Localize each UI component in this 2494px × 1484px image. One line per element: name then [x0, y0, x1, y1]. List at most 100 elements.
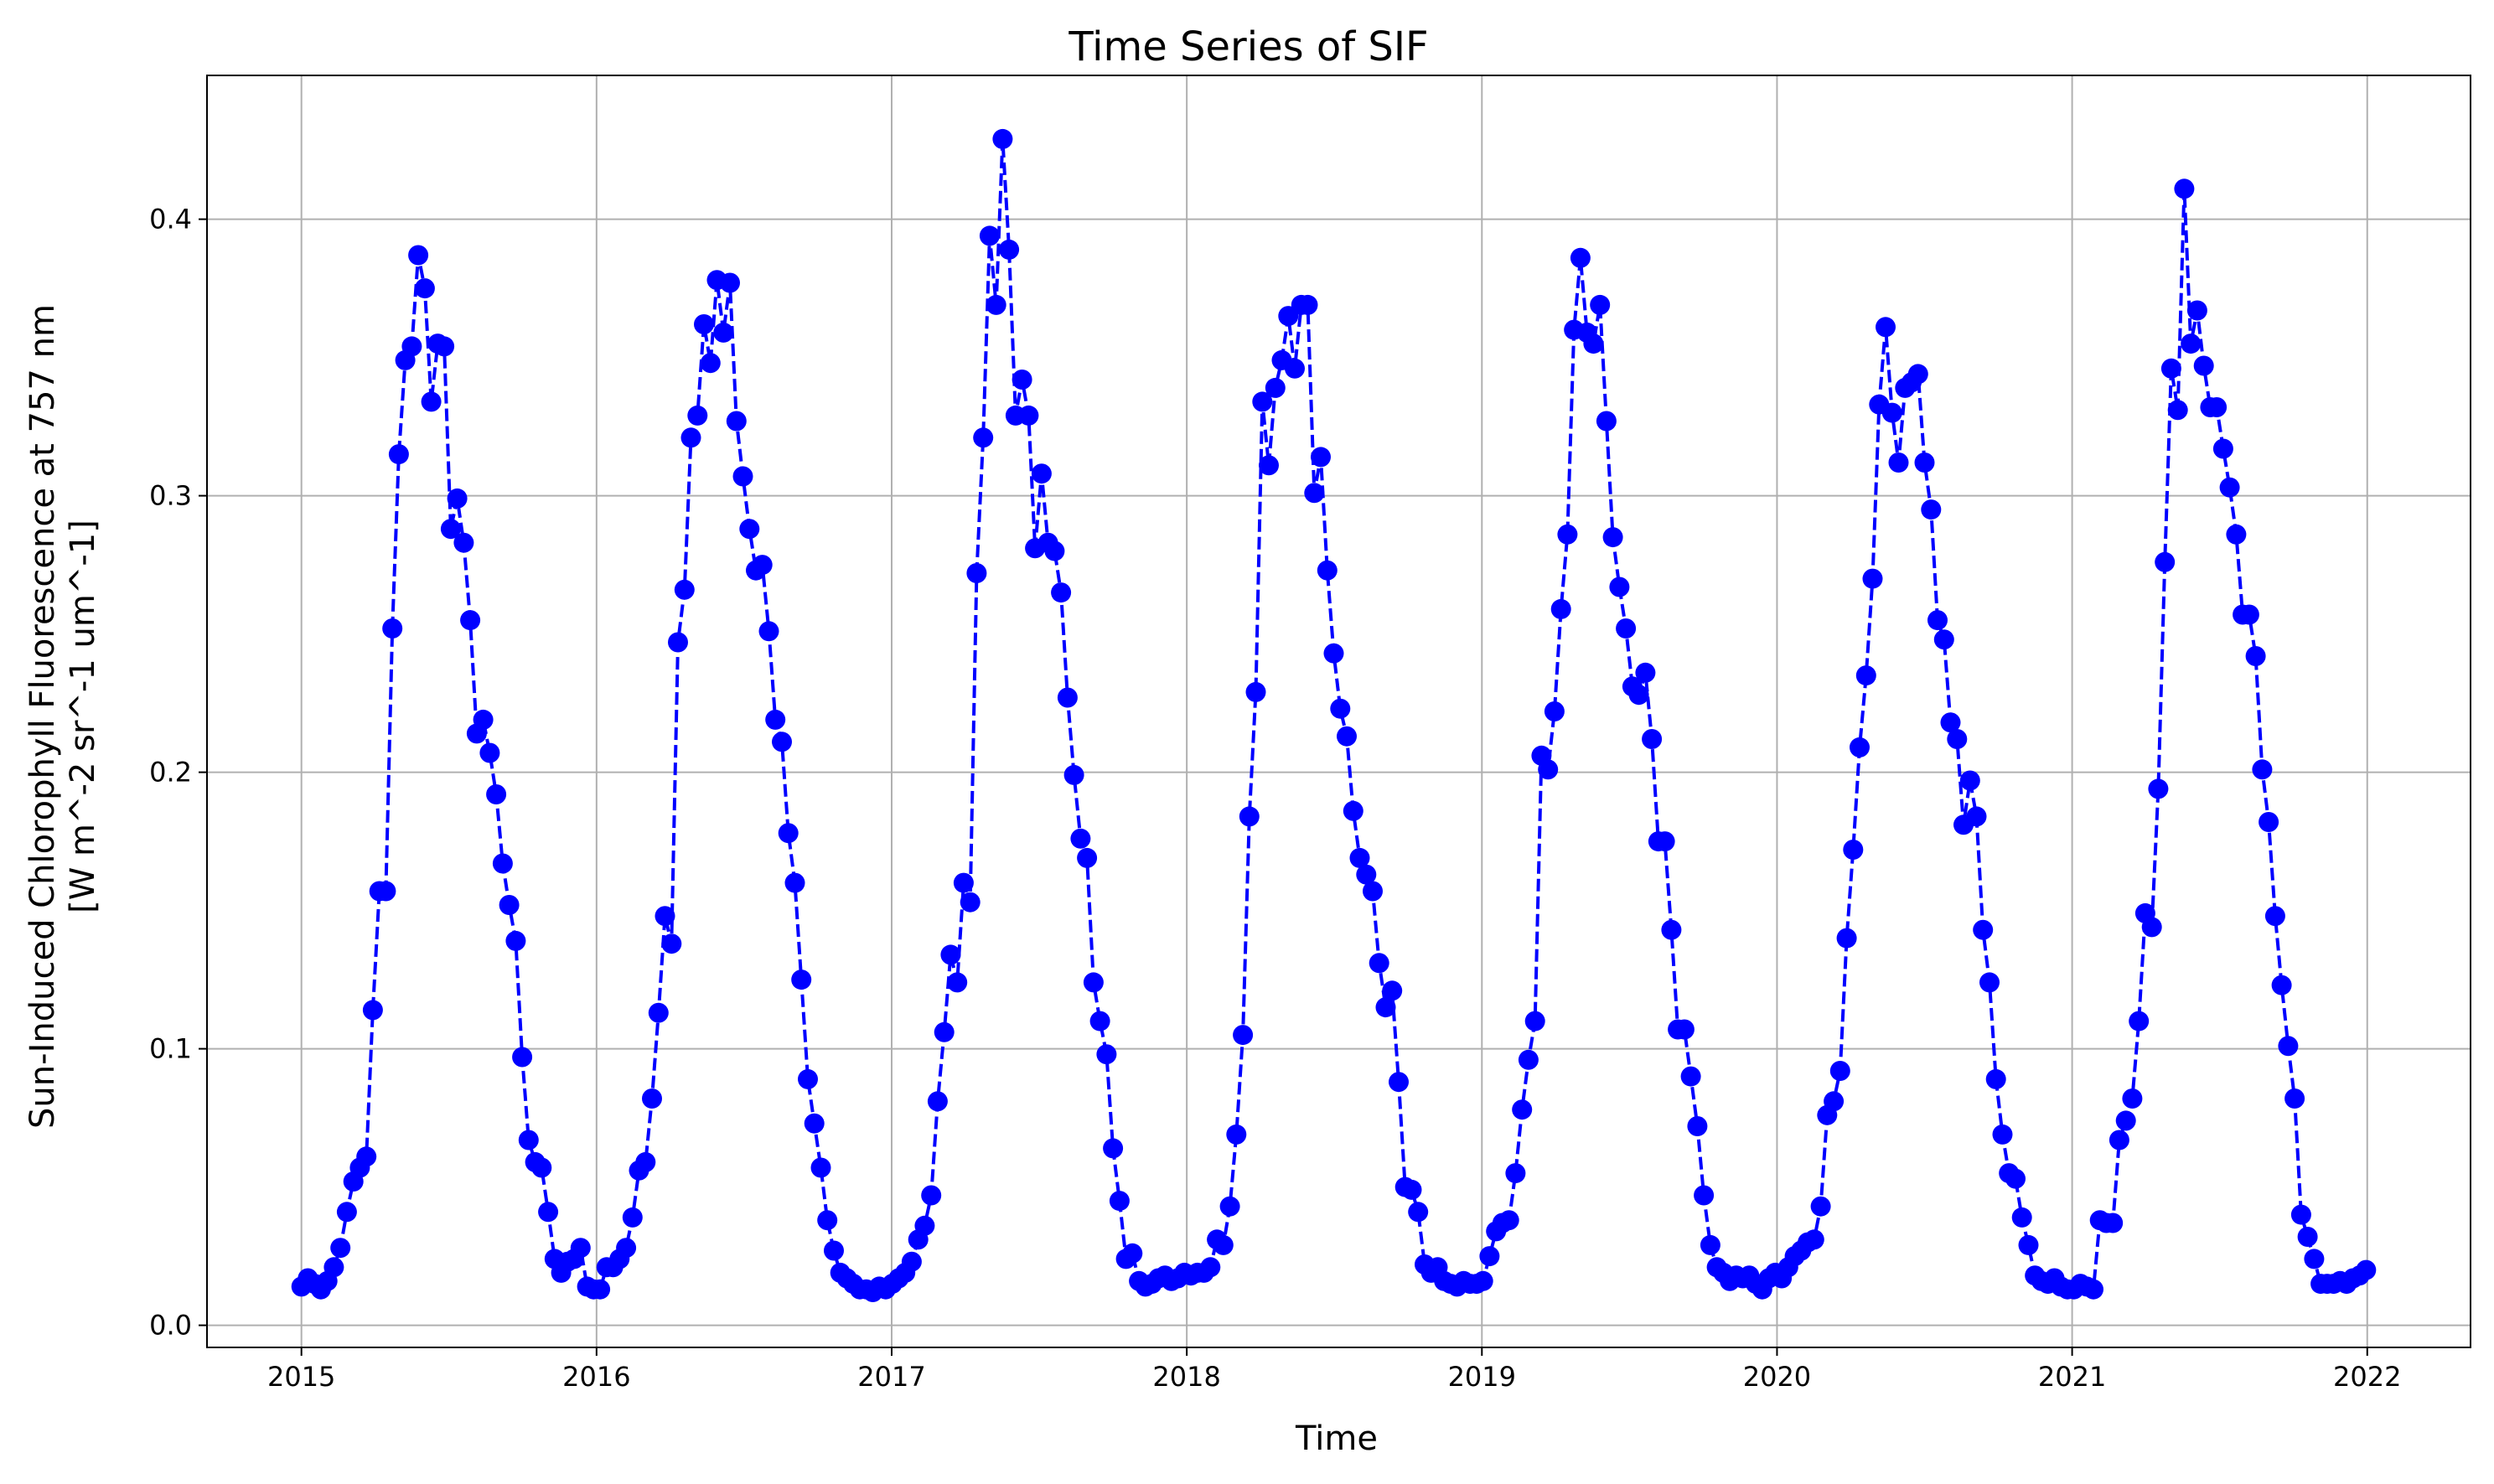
data-point	[1317, 560, 1338, 581]
data-point	[680, 427, 701, 448]
data-point	[1680, 1066, 1701, 1087]
data-point	[921, 1185, 942, 1206]
data-point	[1628, 685, 1649, 706]
data-point	[447, 488, 468, 509]
data-point	[1959, 770, 1980, 791]
data-point	[1259, 455, 1279, 476]
axis-ticks: 2015 2016 2017 2018 2019 2020 2021 2022 0.0 0.1 0.…	[149, 204, 2401, 1393]
data-point	[2245, 646, 2266, 666]
data-point	[1089, 1011, 1110, 1032]
data-point	[1843, 840, 1864, 860]
data-point	[635, 1151, 656, 1172]
x-tick-label: 2018	[1152, 1361, 1220, 1393]
data-point	[590, 1279, 611, 1300]
data-point	[1850, 737, 1870, 758]
data-point	[1596, 411, 1617, 432]
data-point	[2304, 1249, 2325, 1269]
data-point	[2219, 477, 2240, 498]
data-point	[531, 1157, 552, 1178]
data-point	[538, 1202, 559, 1223]
data-point	[973, 427, 994, 448]
data-point	[1330, 698, 1351, 719]
data-point	[1343, 800, 1363, 821]
data-point	[1012, 370, 1032, 390]
data-point	[726, 411, 747, 432]
data-point	[1687, 1116, 1708, 1136]
data-point	[1674, 1019, 1695, 1040]
data-point	[1285, 358, 1305, 379]
data-point	[336, 1202, 357, 1223]
data-point	[1966, 806, 1987, 827]
y-tick-label: 0.0	[149, 1310, 192, 1342]
data-point	[1070, 828, 1091, 849]
data-point	[434, 336, 455, 357]
data-point	[2226, 524, 2247, 545]
data-point	[1375, 997, 1396, 1018]
data-point	[940, 944, 961, 965]
data-point	[992, 128, 1013, 149]
data-point	[752, 555, 773, 576]
y-tick-label: 0.3	[149, 480, 192, 512]
data-point	[700, 353, 721, 374]
data-point	[1583, 334, 1604, 354]
data-point	[1103, 1138, 1124, 1159]
chart-title: Time Series of SIF	[1068, 23, 1428, 70]
data-point	[798, 1068, 818, 1089]
data-point	[388, 444, 409, 465]
data-point	[1881, 402, 1902, 423]
data-point	[505, 930, 526, 951]
data-point	[2129, 1011, 2150, 1032]
data-point	[1616, 618, 1637, 639]
data-point	[778, 823, 799, 844]
data-point	[1914, 452, 1935, 473]
data-point	[1349, 847, 1370, 868]
data-point	[2212, 438, 2233, 459]
x-tick-label: 2017	[857, 1361, 925, 1393]
data-point	[817, 1210, 838, 1231]
data-point	[1518, 1049, 1539, 1070]
data-point	[1239, 806, 1260, 827]
data-point	[1550, 598, 1571, 619]
data-point	[694, 314, 714, 334]
data-point	[2264, 906, 2285, 927]
data-point	[1356, 864, 1377, 885]
data-point	[772, 732, 792, 752]
data-point	[1907, 364, 1928, 385]
data-point	[1635, 662, 1656, 683]
data-point	[2103, 1213, 2124, 1233]
plot-frame	[206, 75, 2471, 1348]
data-point	[1233, 1025, 1254, 1046]
data-point	[382, 618, 403, 639]
data-point	[901, 1251, 922, 1272]
data-point	[2115, 1110, 2136, 1131]
data-point	[810, 1157, 831, 1178]
data-point	[1524, 1011, 1545, 1032]
data-point	[642, 1088, 662, 1109]
data-point	[791, 970, 812, 990]
y-tick-label: 0.1	[149, 1033, 192, 1065]
data-point	[518, 1130, 539, 1150]
data-point	[739, 519, 760, 540]
data-point	[1479, 1246, 1500, 1267]
data-point	[1947, 729, 1968, 749]
data-point	[2155, 551, 2176, 572]
data-point	[2259, 812, 2279, 832]
data-point	[1824, 1091, 1845, 1112]
data-point	[1985, 1068, 2006, 1089]
data-point	[1083, 972, 1104, 993]
data-point	[401, 336, 422, 357]
data-point	[758, 621, 779, 642]
data-point	[499, 895, 520, 915]
data-point	[1213, 1234, 1234, 1255]
data-point	[330, 1238, 351, 1259]
data-point	[1979, 972, 2000, 993]
data-point	[1538, 759, 1559, 780]
data-point	[914, 1215, 935, 1236]
data-point	[2238, 604, 2259, 625]
data-point	[720, 272, 740, 293]
data-point	[1096, 1044, 1117, 1065]
grid-lines	[207, 75, 2471, 1347]
data-point	[1323, 643, 1344, 664]
data-point	[1590, 294, 1611, 315]
data-point	[824, 1240, 844, 1261]
